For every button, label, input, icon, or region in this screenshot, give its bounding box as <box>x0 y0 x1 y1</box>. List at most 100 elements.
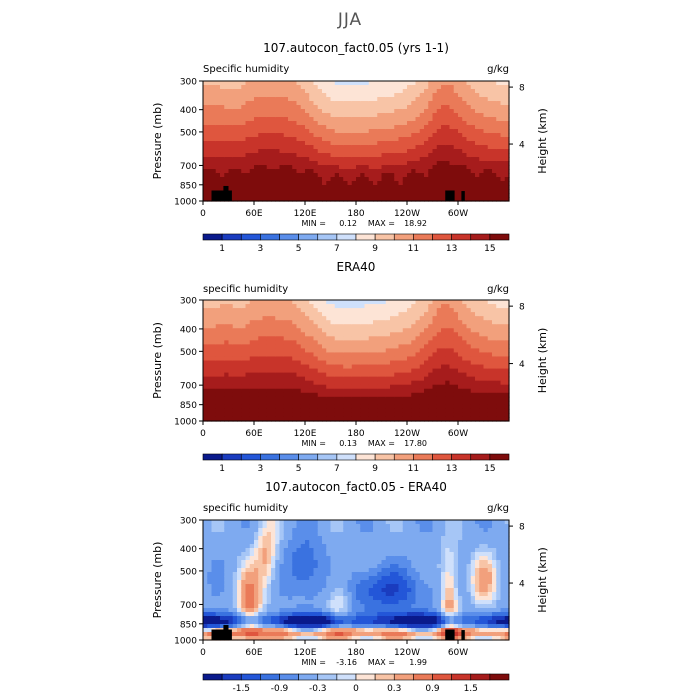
field-cell <box>356 328 361 333</box>
field-cell <box>275 169 281 174</box>
field-cell <box>453 121 459 126</box>
field-cell <box>262 189 268 194</box>
field-cell <box>351 396 357 402</box>
field-cell <box>305 344 310 349</box>
field-cell <box>245 85 251 90</box>
field-cell <box>466 396 472 402</box>
field-cell <box>466 312 472 317</box>
field-cell <box>279 532 285 537</box>
field-cell <box>262 380 268 386</box>
field-cell <box>334 400 340 406</box>
field-cell <box>398 360 404 366</box>
field-cell <box>279 185 285 190</box>
field-cell <box>313 376 319 382</box>
field-cell <box>390 368 395 374</box>
field-cell <box>381 308 387 313</box>
field-cell <box>487 380 493 386</box>
field-cell <box>275 380 281 386</box>
field-cell <box>466 316 472 321</box>
field-cell <box>492 320 497 325</box>
field-cell <box>368 165 374 170</box>
field-cell <box>254 312 259 317</box>
field-cell <box>271 312 276 317</box>
field-cell <box>462 400 468 406</box>
field-cell <box>347 356 353 362</box>
field-cell <box>262 624 268 629</box>
field-cell <box>441 193 446 198</box>
field-cell <box>407 141 412 146</box>
field-cell <box>487 392 493 398</box>
field-cell <box>305 364 310 370</box>
field-cell <box>309 376 315 382</box>
field-cell <box>275 604 281 609</box>
field-cell <box>271 173 276 178</box>
field-cell <box>228 540 234 545</box>
field-cell <box>300 404 306 410</box>
field-cell <box>275 85 281 90</box>
field-cell <box>288 356 293 362</box>
field-cell <box>402 380 408 386</box>
field-cell <box>415 376 421 382</box>
field-cell <box>339 149 344 154</box>
field-cell <box>317 173 323 178</box>
field-cell <box>385 308 391 313</box>
field-cell <box>203 336 208 341</box>
field-cell <box>245 312 251 317</box>
field-cell <box>483 177 489 182</box>
field-cell <box>424 404 429 410</box>
field-cell <box>245 109 251 114</box>
field-cell <box>351 380 357 386</box>
field-cell <box>300 153 306 158</box>
field-cell <box>266 368 272 374</box>
field-cell <box>360 117 366 122</box>
field-cell <box>271 364 276 370</box>
field-cell <box>415 332 421 337</box>
field-cell <box>241 616 247 621</box>
field-cell <box>368 360 374 366</box>
field-cell <box>432 97 438 102</box>
field-cell <box>215 328 221 333</box>
field-cell <box>211 89 217 94</box>
field-cell <box>279 129 285 134</box>
field-cell <box>232 404 238 410</box>
field-cell <box>411 376 417 382</box>
field-cell <box>368 145 374 150</box>
field-cell <box>479 300 485 305</box>
field-cell <box>215 368 221 374</box>
field-cell <box>275 404 281 410</box>
field-cell <box>254 524 259 529</box>
field-cell <box>305 173 310 178</box>
field-cell <box>487 356 493 362</box>
field-cell <box>288 177 293 182</box>
field-cell <box>428 388 434 394</box>
field-cell <box>317 181 323 186</box>
field-cell <box>407 316 412 321</box>
field-cell <box>211 304 217 309</box>
field-cell <box>385 177 391 182</box>
field-cell <box>249 340 255 345</box>
field-cell <box>275 97 281 102</box>
field-cell <box>232 544 238 549</box>
field-cell <box>398 97 404 102</box>
field-cell <box>330 125 336 130</box>
field-cell <box>343 300 349 305</box>
field-cell <box>436 380 442 386</box>
field-cell <box>385 384 391 390</box>
field-cell <box>496 388 502 394</box>
field-cell <box>402 336 408 341</box>
field-cell <box>487 189 493 194</box>
field-cell <box>394 384 400 390</box>
field-cell <box>411 356 417 362</box>
field-cell <box>249 520 255 525</box>
field-cell <box>232 137 238 142</box>
field-cell <box>249 328 255 333</box>
field-cell <box>313 320 319 325</box>
field-cell <box>271 101 276 106</box>
field-cell <box>479 360 485 366</box>
field-cell <box>385 340 391 345</box>
field-cell <box>207 125 213 130</box>
field-cell <box>492 372 497 378</box>
field-cell <box>224 161 230 166</box>
field-cell <box>317 85 323 90</box>
field-cell <box>394 165 400 170</box>
